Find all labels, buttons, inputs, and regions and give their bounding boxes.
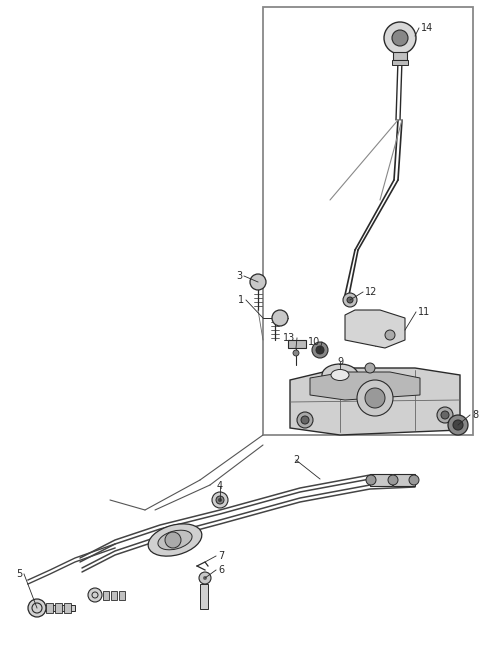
Text: 9: 9: [337, 357, 343, 367]
Ellipse shape: [148, 524, 202, 556]
Circle shape: [448, 415, 468, 435]
Circle shape: [250, 274, 266, 290]
Circle shape: [316, 346, 324, 354]
Polygon shape: [290, 368, 460, 435]
Text: 14: 14: [421, 23, 433, 33]
Text: 7: 7: [218, 551, 224, 561]
Text: 8: 8: [472, 410, 478, 420]
Circle shape: [388, 475, 398, 485]
Circle shape: [365, 388, 385, 408]
Bar: [119, 591, 125, 600]
Circle shape: [409, 475, 419, 485]
Circle shape: [293, 350, 299, 356]
Bar: [103, 591, 109, 600]
Circle shape: [297, 412, 313, 428]
Circle shape: [199, 572, 211, 584]
Circle shape: [343, 293, 357, 307]
Bar: [200, 584, 208, 609]
Circle shape: [312, 342, 328, 358]
Text: 1: 1: [238, 295, 244, 305]
Bar: [46, 603, 53, 613]
Bar: [288, 340, 306, 348]
Bar: [64, 603, 71, 613]
Circle shape: [212, 492, 228, 508]
Ellipse shape: [322, 364, 358, 386]
Text: 6: 6: [218, 565, 224, 575]
Circle shape: [272, 310, 288, 326]
Circle shape: [88, 588, 102, 602]
Circle shape: [437, 407, 453, 423]
Circle shape: [441, 411, 449, 419]
Circle shape: [392, 30, 408, 46]
Ellipse shape: [158, 530, 192, 550]
Text: 5: 5: [16, 569, 22, 579]
Bar: [111, 591, 117, 600]
Circle shape: [384, 22, 416, 54]
Circle shape: [385, 330, 395, 340]
Circle shape: [28, 599, 46, 617]
Polygon shape: [345, 310, 405, 348]
Bar: [55, 603, 62, 613]
Circle shape: [165, 532, 181, 548]
Text: 4: 4: [217, 481, 223, 491]
Bar: [263, 7, 473, 435]
Text: 2: 2: [293, 455, 299, 465]
Text: 11: 11: [418, 307, 430, 317]
Circle shape: [301, 416, 309, 424]
Bar: [393, 474, 415, 486]
Circle shape: [357, 380, 393, 416]
Ellipse shape: [331, 369, 349, 380]
Circle shape: [216, 496, 224, 504]
Text: 13: 13: [283, 333, 295, 343]
Polygon shape: [310, 372, 420, 400]
Bar: [370, 474, 392, 486]
Text: 3: 3: [236, 271, 242, 281]
Bar: [45, 605, 75, 611]
Bar: [393, 52, 407, 60]
Circle shape: [453, 420, 463, 430]
Text: 10: 10: [308, 337, 320, 347]
Circle shape: [365, 363, 375, 373]
Circle shape: [218, 498, 222, 502]
Circle shape: [366, 475, 376, 485]
Circle shape: [203, 576, 207, 580]
Text: 12: 12: [365, 287, 377, 297]
Bar: [392, 60, 408, 65]
Circle shape: [347, 297, 353, 303]
